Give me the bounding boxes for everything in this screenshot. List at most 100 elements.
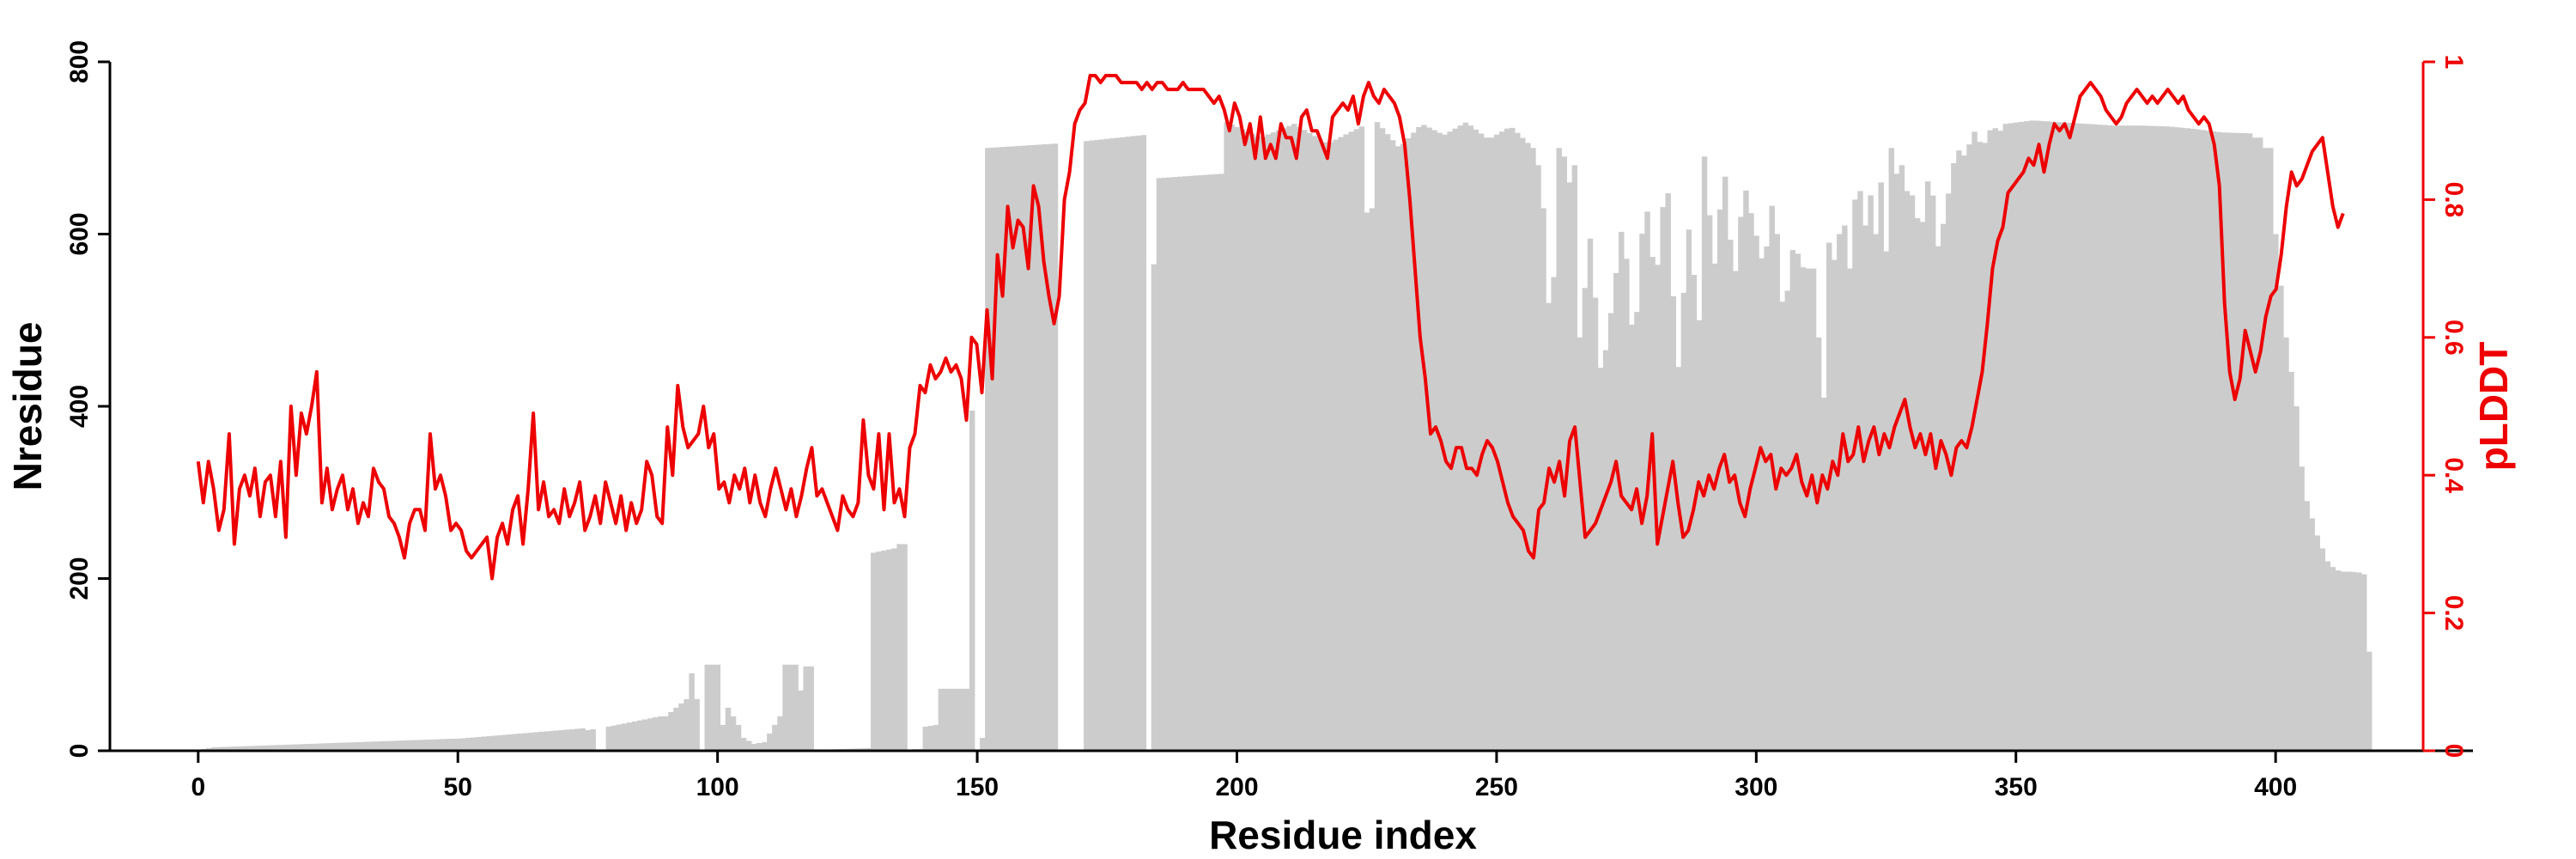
residue-bar: [2127, 125, 2134, 751]
residue-bar: [1198, 175, 1204, 751]
residue-bar: [496, 734, 503, 751]
residue-bar: [1302, 130, 1308, 751]
residue-bar: [356, 741, 362, 751]
residue-bar: [1171, 177, 1178, 751]
residue-bar: [725, 707, 732, 752]
residue-bar: [1613, 272, 1619, 752]
residue-bar: [1130, 136, 1136, 752]
residue-bar: [1815, 337, 1822, 751]
residue-bar: [538, 731, 544, 751]
residue-bar: [948, 688, 955, 751]
residue-bar: [1862, 225, 1868, 752]
residue-bar: [1338, 137, 1344, 751]
residue-bar: [1094, 139, 1100, 751]
residue-bar: [2122, 125, 2129, 751]
residue-bar: [1795, 253, 1801, 751]
residue-bar: [1239, 129, 1245, 751]
residue-bar: [2028, 120, 2035, 752]
residue-bar: [2366, 651, 2372, 751]
residue-bar: [1224, 122, 1230, 751]
residue-bar: [387, 740, 394, 751]
residue-bar: [1400, 143, 1406, 751]
residue-bar: [2360, 574, 2367, 751]
residue-bar: [1665, 192, 1671, 752]
residue-bar: [517, 733, 524, 751]
residue-bar: [902, 544, 908, 751]
y-tick-label: 800: [65, 40, 94, 83]
residue-bar: [1498, 131, 1505, 751]
plddt-line: [196, 74, 2345, 581]
residue-bar: [1011, 146, 1017, 751]
residue-bar: [1421, 125, 1427, 752]
residue-bar: [372, 741, 378, 751]
residue-bar: [1909, 195, 1916, 751]
residue-bar: [1151, 264, 1157, 752]
residue-bar: [232, 746, 238, 751]
residue-bar: [408, 740, 415, 751]
residue-bar: [1084, 141, 1090, 752]
residue-bar: [1135, 135, 1141, 752]
residue-bar: [1021, 145, 1027, 752]
residue-bar: [1026, 145, 1032, 752]
x-tick-label: 300: [1735, 773, 1777, 801]
residue-bar: [2111, 125, 2118, 751]
residue-bar: [1307, 132, 1313, 751]
residue-bar: [1389, 140, 1396, 752]
residue-bar: [1919, 222, 1926, 752]
residue-bar: [1333, 139, 1339, 752]
residue-bar: [1520, 137, 1526, 752]
residue-bar: [958, 688, 965, 751]
residue-bar: [1182, 176, 1188, 751]
residue-bar: [351, 742, 357, 751]
residue-bar: [2324, 561, 2331, 751]
residue-bar: [2013, 122, 2020, 751]
residue-bar: [1847, 268, 1853, 752]
residue-bar: [222, 746, 228, 751]
residue-bar: [735, 724, 742, 751]
residue-bar: [616, 724, 623, 751]
residue-bar: [668, 711, 674, 751]
residue-bar: [2179, 127, 2185, 752]
residue-bar: [933, 724, 939, 751]
x-tick-label: 100: [696, 773, 739, 801]
residue-bar: [549, 730, 555, 751]
residue-bar: [1759, 258, 1765, 751]
residue-bar: [2278, 285, 2284, 751]
residue-bar: [2355, 572, 2362, 751]
residue-bar: [678, 703, 684, 751]
residue-bar: [1473, 129, 1479, 752]
residue-bar: [1992, 128, 1998, 751]
y-right-tick-label: 0.4: [2439, 457, 2468, 493]
residue-bar: [1312, 136, 1318, 751]
residue-bar: [1728, 240, 1734, 751]
x-tick-label: 50: [444, 773, 472, 801]
residue-bar: [1639, 234, 1645, 751]
residue-bar: [963, 688, 970, 751]
residue-bar: [2345, 571, 2352, 751]
residue-bar: [252, 746, 258, 751]
residue-bar: [1686, 229, 1692, 751]
residue-bar: [1577, 337, 1583, 751]
residue-bar: [325, 743, 331, 751]
residue-bar: [532, 732, 539, 751]
residue-bar: [798, 690, 804, 751]
residue-bar: [1265, 134, 1272, 751]
residue-bar: [1193, 175, 1199, 751]
residue-bar: [720, 724, 726, 751]
residue-bar: [1753, 235, 1759, 751]
y-right-tick-label: 1: [2439, 55, 2468, 70]
residue-bar: [1535, 165, 1541, 752]
residue-bar: [2148, 125, 2154, 752]
residue-bar: [1447, 131, 1453, 751]
residue-bar: [2117, 125, 2123, 751]
residue-bar: [1561, 156, 1567, 751]
x-tick-label: 200: [1215, 773, 1258, 801]
residue-bar: [1285, 125, 1292, 751]
residue-bar: [1924, 181, 1931, 752]
residue-bar: [1218, 174, 1224, 751]
residue-bar: [2132, 125, 2139, 751]
residue-bar: [2070, 123, 2076, 751]
residue-bar: [2319, 548, 2326, 751]
residue-bar: [1213, 174, 1219, 752]
residue-bar: [641, 719, 648, 751]
